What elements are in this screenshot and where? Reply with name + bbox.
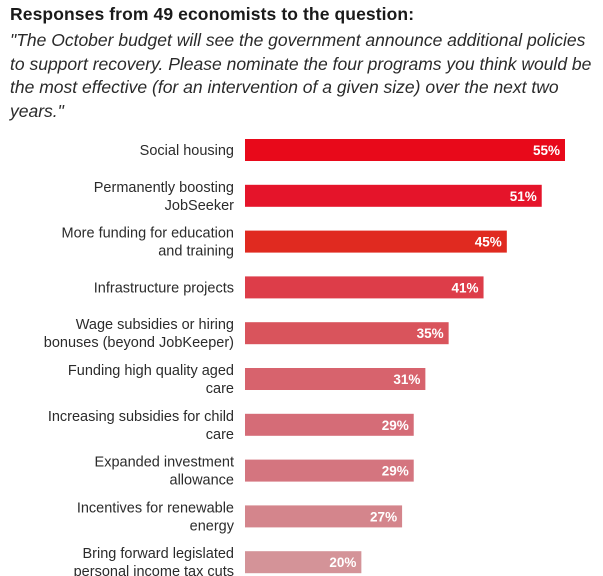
- bar-value-label-6: 29%: [382, 418, 409, 433]
- category-label-7-line-0: Expanded investment: [95, 455, 234, 471]
- bar-value-label-3: 41%: [452, 280, 479, 295]
- bar-0: [245, 139, 565, 161]
- category-label-6-line-0: Increasing subsidies for child: [48, 409, 234, 425]
- category-label-2-line-0: More funding for education: [62, 226, 235, 242]
- category-label-4-line-0: Wage subsidies or hiring: [76, 317, 234, 333]
- category-label-5-line-0: Funding high quality aged: [68, 363, 234, 379]
- bar-value-label-0: 55%: [533, 143, 560, 158]
- category-label-9-line-0: Bring forward legislated: [82, 546, 234, 562]
- chart-title: Responses from 49 economists to the ques…: [10, 4, 415, 24]
- bar-value-label-5: 31%: [393, 372, 420, 387]
- category-label-8-line-0: Incentives for renewable: [77, 500, 234, 516]
- category-label-4-line-1: bonuses (beyond JobKeeper): [44, 335, 234, 351]
- category-label-8-line-1: energy: [190, 518, 235, 534]
- bar-6: [245, 413, 414, 436]
- bar-8: [245, 505, 403, 528]
- bar-5: [245, 368, 426, 390]
- bar-3: [245, 276, 484, 299]
- bar-value-label-4: 35%: [417, 326, 444, 341]
- category-label-0-line-0: Social housing: [140, 143, 234, 159]
- bar-value-label-9: 20%: [329, 555, 356, 570]
- bar-value-label-2: 45%: [475, 235, 502, 250]
- category-label-5-line-1: care: [206, 381, 234, 397]
- bar-value-label-7: 29%: [382, 464, 409, 479]
- category-label-2-line-1: and training: [158, 244, 234, 260]
- category-label-6-line-1: care: [206, 427, 234, 443]
- category-label-1-line-1: JobSeeker: [165, 198, 234, 214]
- chart-subtitle: "The October budget will see the governm…: [10, 30, 592, 121]
- bar-7: [245, 459, 414, 482]
- bar-4: [245, 322, 449, 345]
- bar-value-label-8: 27%: [370, 509, 397, 524]
- bar-2: [245, 230, 507, 253]
- category-label-1-line-0: Permanently boosting: [94, 180, 234, 196]
- bar-value-label-1: 51%: [510, 189, 537, 204]
- bar-1: [245, 184, 542, 207]
- category-label-9-line-1: personal income tax cuts: [74, 564, 234, 576]
- bar-9: [245, 551, 362, 574]
- category-label-7-line-1: allowance: [170, 473, 235, 489]
- category-label-3-line-0: Infrastructure projects: [94, 280, 234, 296]
